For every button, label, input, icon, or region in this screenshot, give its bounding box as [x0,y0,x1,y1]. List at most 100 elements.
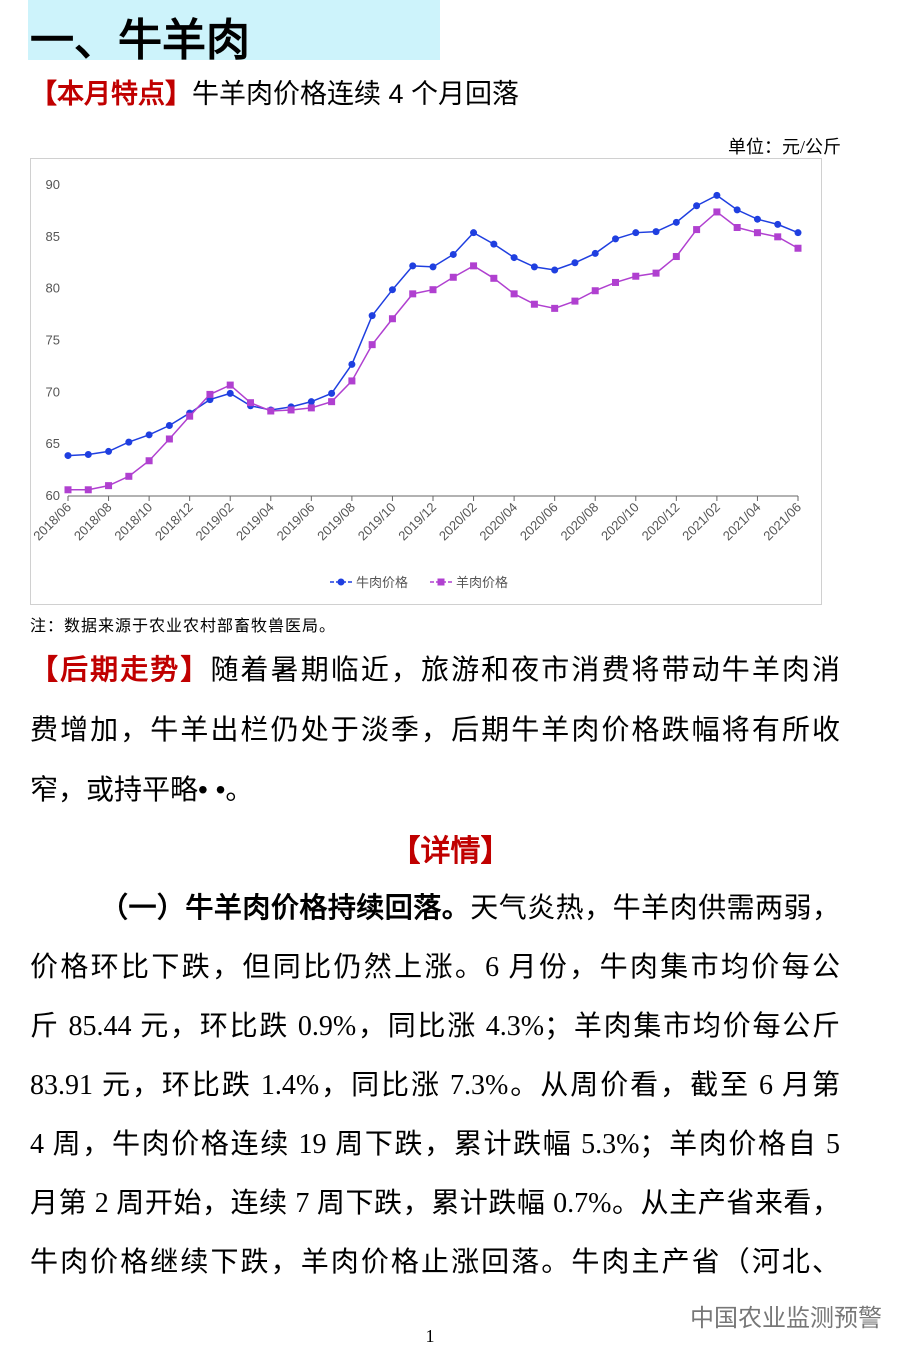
point [186,412,194,420]
point [672,218,680,226]
point [794,229,802,237]
point [693,202,701,210]
point [307,398,315,406]
title-box [28,0,440,60]
point [551,266,559,274]
point [409,262,417,270]
y-tick-label: 65 [46,436,60,451]
point [632,272,640,280]
point [794,244,802,252]
point [125,472,133,480]
point [226,381,234,389]
point [652,228,660,236]
outlook-line: 费增加，牛羊出栏仍处于淡季，后期牛羊肉价格跌幅将有所收 [30,714,840,745]
page-number: 1 [425,1326,435,1346]
point [84,486,92,494]
details-line: （一）牛羊肉价格持续回落。天气炎热，牛羊肉供需两弱， [100,886,840,926]
details-line: 斤 85.44 元，环比跌 0.9%，同比涨 4.3%；羊肉集市均价每公斤 [30,1011,840,1042]
watermark: 中国农业监测预警 [690,1305,882,1332]
point [490,240,498,248]
point [388,286,396,294]
point [165,422,173,430]
point [449,250,457,258]
y-tick-label: 80 [46,281,60,296]
point [470,229,478,237]
point [571,297,579,305]
point [105,447,113,455]
details-text: 天气炎热，牛羊肉供需两弱， [470,893,840,924]
point [591,287,599,295]
point [206,390,214,398]
chart-frame [30,158,822,605]
point [713,208,721,216]
note: 注：数据来源于农业农村部畜牧兽医局。 [30,618,337,635]
point [591,249,599,257]
chart: 606570758085902018/062018/082018/102018/… [30,158,822,605]
point [774,220,782,228]
point [510,290,518,298]
summary-tag: 【本月特点】 [30,79,192,109]
details-lead: （一）牛羊肉价格持续回落。 [100,893,471,924]
outlook-line: 【后期走势】随着暑期临近，旅游和夜市消费将带动牛羊肉消 [30,648,840,688]
y-tick-label: 70 [46,384,60,399]
point [632,229,640,237]
point [713,191,721,199]
point [348,360,356,368]
outlook-line: 窄，或持平略• •。 [30,774,254,805]
summary-text: 牛羊肉价格连续 4 个月回落 [192,79,520,109]
point [753,229,761,237]
point [429,286,437,294]
point [388,315,396,323]
point [733,224,741,232]
point [733,206,741,214]
point [328,389,336,397]
summary: 【本月特点】牛羊肉价格连续 4 个月回落 [30,72,519,111]
point [64,486,72,494]
point [429,263,437,271]
outlook-text: 随着暑期临近，旅游和夜市消费将带动牛羊肉消 [210,654,840,685]
y-tick-label: 60 [46,488,60,503]
point [105,482,113,490]
point [530,263,538,271]
point [267,407,275,415]
point [551,304,559,312]
point [226,389,234,397]
title: 一、牛羊肉 [30,16,250,65]
point [125,438,133,446]
point [652,269,660,277]
point [287,406,295,414]
point [693,226,701,234]
point [307,404,315,412]
point [64,452,72,460]
point [165,435,173,443]
details-line: 牛肉价格继续下跌，羊肉价格止涨回落。牛肉主产省（河北、 [30,1247,840,1278]
details-heading: 【详情】 [390,835,511,868]
y-tick-label: 75 [46,333,60,348]
point [612,235,619,243]
point [612,278,619,286]
details-line: 月第 2 周开始，连续 7 周下跌，累计跌幅 0.7%。从主产省来看， [30,1188,840,1219]
point [145,431,153,439]
y-tick-label: 90 [46,177,60,192]
point [247,399,254,407]
unit: 单位：元/公斤 [727,137,841,157]
point [672,253,680,261]
point [348,377,356,385]
y-tick-label: 85 [46,229,60,244]
details-line: 83.91 元，环比跌 1.4%，同比涨 7.3%。从周价看，截至 6 月第 [30,1070,840,1101]
point [449,273,457,281]
point [368,341,376,349]
point [470,262,478,270]
legend-label: 牛肉价格 [356,575,408,590]
details-line: 4 周，牛肉价格连续 19 周下跌，累计跌幅 5.3%；羊肉价格自 5 [30,1129,840,1160]
point [409,290,417,298]
point [530,300,538,308]
point [145,457,153,465]
details-line: 价格环比下跌，但同比仍然上涨。6 月份，牛肉集市均价每公 [30,952,840,983]
point [753,215,761,223]
legend-marker [437,578,445,586]
point [84,451,92,459]
point [774,233,782,241]
point [368,312,376,320]
